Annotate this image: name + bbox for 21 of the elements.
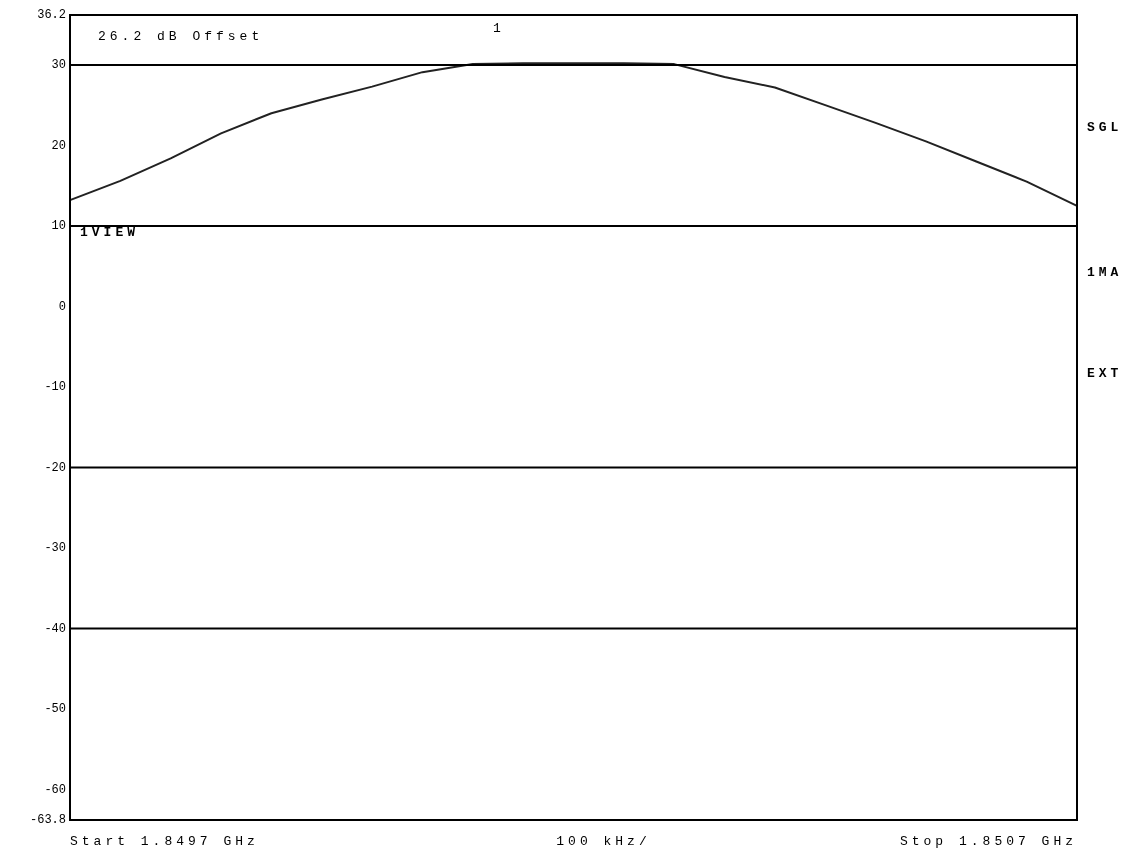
text: EXT (1087, 365, 1123, 381)
annotation: 1 (493, 20, 502, 36)
text: 100 kHz/ (556, 834, 651, 850)
y-tick-label: -30 (44, 541, 66, 556)
text: Start 1.8497 GHz (70, 834, 259, 850)
text: SGL (1087, 119, 1123, 135)
text: Stop 1.8507 GHz (899, 834, 1077, 850)
y-tick-label: 20 (51, 138, 66, 153)
annotation: 1VIEW (80, 224, 140, 240)
annotation: 26.2 dB Offset (98, 29, 264, 45)
y-tick-label: 36.2 (37, 8, 66, 23)
y-tick-label: 0 (58, 299, 66, 314)
y-tick-label: -20 (44, 460, 66, 475)
text: 1MA (1087, 264, 1123, 280)
y-tick-label: -10 (44, 380, 66, 395)
y-tick-label: -50 (44, 702, 66, 717)
y-tick-label: 30 (51, 58, 66, 73)
y-tick-label: -60 (44, 782, 66, 797)
y-tick-label: 10 (51, 219, 66, 234)
y-tick-label: -63.8 (29, 813, 66, 828)
y-tick-label: -40 (44, 621, 66, 636)
